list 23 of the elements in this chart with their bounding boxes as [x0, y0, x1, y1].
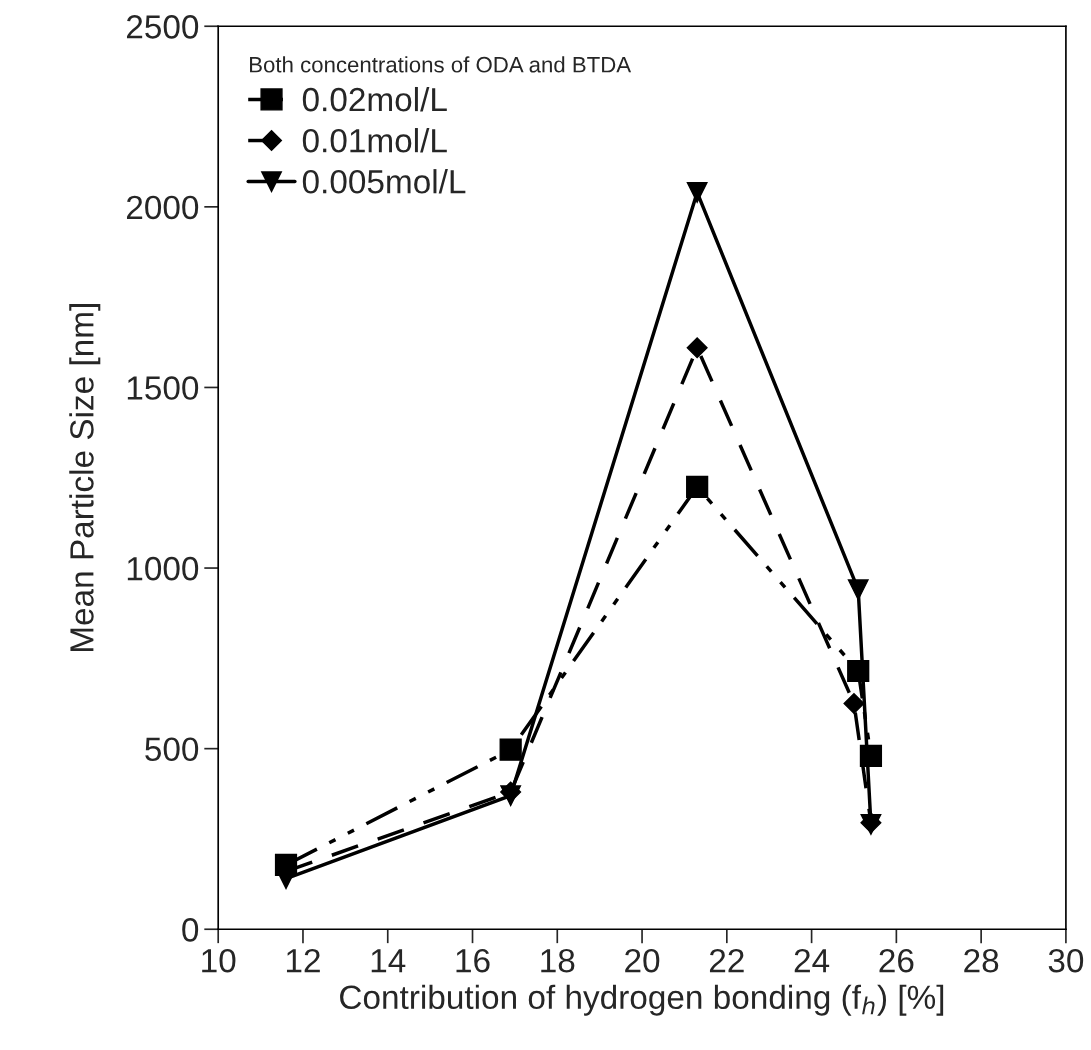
x-tick-label: 12	[286, 948, 320, 973]
y-axis-title: Mean Particle Size [nm]	[69, 304, 101, 651]
y-tick-label: 1500	[127, 376, 199, 400]
x-tick-label: 18	[541, 948, 575, 973]
y-tick-label: 2500	[126, 15, 199, 39]
y-tick-label: 2000	[126, 195, 199, 220]
legend-label: 0.01mol/L	[302, 128, 447, 153]
x-tick-label: 10	[202, 948, 236, 973]
legend-label: 0.02mol/L	[302, 86, 447, 112]
x-tick-label: 26	[879, 948, 914, 973]
x-tick-label: 24	[794, 948, 830, 973]
x-tick-label: 16	[456, 948, 490, 973]
x-tick-label: 30	[1048, 948, 1084, 973]
x-tick-label: 28	[964, 948, 999, 973]
x-axis-title: Contribution of hydrogen bonding (f$_{h}$) [%]	[340, 984, 944, 1016]
y-tick-label: 0	[182, 918, 199, 942]
legend-label: 0.005mol/L	[302, 169, 466, 194]
x-tick-label: 22	[709, 948, 744, 973]
x-tick-label: 14	[371, 949, 406, 973]
y-tick-label: 500	[145, 737, 199, 762]
x-tick-label: 20	[625, 948, 660, 973]
y-tick-label: 1000	[127, 556, 199, 581]
legend-title: Both concentrations of ODA and BTDA	[250, 56, 632, 73]
